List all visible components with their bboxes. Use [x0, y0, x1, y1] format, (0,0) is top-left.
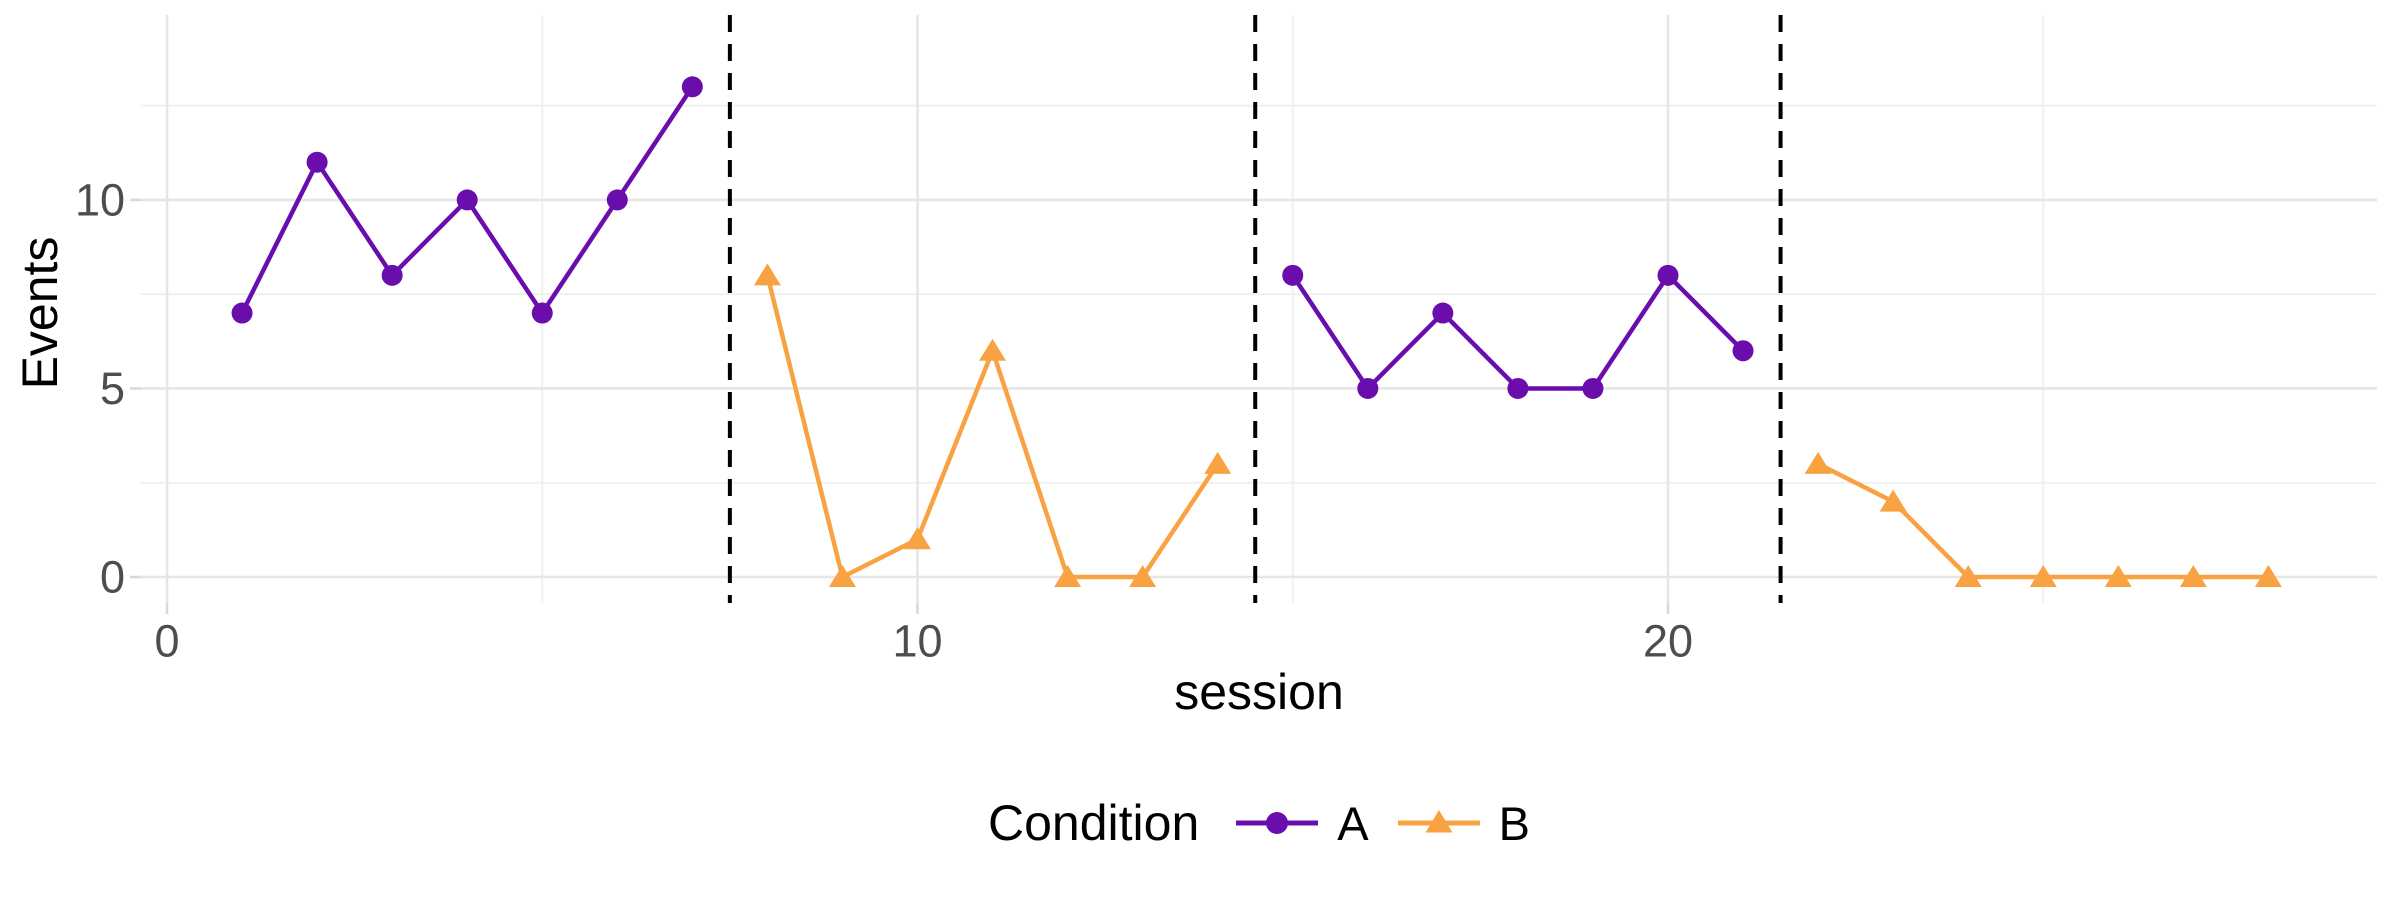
- major-gridlines: [141, 15, 2377, 603]
- data-point-A: [231, 302, 253, 324]
- data-point-B: [753, 263, 781, 286]
- legend-key-A-circle-icon: [1236, 812, 1319, 834]
- legend-label-A: A: [1337, 796, 1369, 850]
- y-tick-label: 5: [100, 363, 125, 414]
- x-axis-tick-labels: 0 10 20: [154, 616, 1693, 667]
- axis-tick-marks: [130, 198, 1670, 614]
- series-line-A: [1290, 273, 1746, 391]
- data-point-A: [1582, 377, 1604, 399]
- data-point-A: [531, 302, 553, 324]
- data-point-B: [904, 527, 931, 550]
- series-line-B: [765, 273, 1220, 580]
- data-point-B: [2179, 565, 2207, 587]
- phase-change-lines: [727, 15, 1783, 603]
- series-B: [753, 263, 2282, 587]
- data-point-B: [2254, 565, 2282, 587]
- data-point-A: [306, 151, 328, 173]
- data-point-A: [1657, 264, 1679, 286]
- data-point-B: [828, 565, 856, 587]
- data-point-A: [606, 189, 628, 211]
- y-axis-title: Events: [12, 237, 68, 390]
- data-point-A: [1507, 377, 1529, 399]
- legend-key-marker: [1266, 812, 1289, 834]
- data-point-B: [1204, 451, 1232, 474]
- x-axis-title: session: [1174, 664, 1344, 720]
- data-point-B: [979, 338, 1007, 361]
- data-point-B: [1879, 489, 1907, 512]
- x-tick-label: 20: [1643, 616, 1693, 667]
- data-series: [231, 76, 2282, 587]
- data-point-B: [2029, 565, 2057, 587]
- y-tick-label: 0: [100, 552, 125, 603]
- series-A: [231, 76, 1754, 399]
- y-tick-label: 10: [75, 174, 125, 225]
- legend-key-B-triangle-icon: [1397, 810, 1480, 833]
- minor-gridlines: [141, 15, 2377, 603]
- data-point-B: [1054, 565, 1082, 587]
- data-point-A: [1732, 340, 1754, 362]
- data-point-A: [1432, 302, 1454, 324]
- legend-key-marker: [1425, 810, 1453, 833]
- data-point-A: [456, 189, 478, 211]
- y-axis-tick-labels: 0 5 10: [75, 174, 125, 602]
- legend-item-B: B: [1395, 796, 1530, 851]
- x-tick-label: 10: [892, 616, 942, 667]
- data-point-B: [1129, 565, 1157, 587]
- legend-title: Condition: [988, 795, 1200, 851]
- data-point-A: [381, 264, 403, 286]
- data-point-A: [681, 76, 703, 98]
- legend-label-B: B: [1498, 796, 1530, 850]
- data-point-A: [1357, 377, 1379, 399]
- legend-item-A: A: [1233, 796, 1369, 851]
- data-point-A: [1282, 264, 1304, 286]
- data-point-B: [1954, 565, 1982, 587]
- data-point-B: [1804, 451, 1832, 474]
- data-point-B: [2104, 565, 2132, 587]
- x-tick-label: 0: [154, 616, 179, 667]
